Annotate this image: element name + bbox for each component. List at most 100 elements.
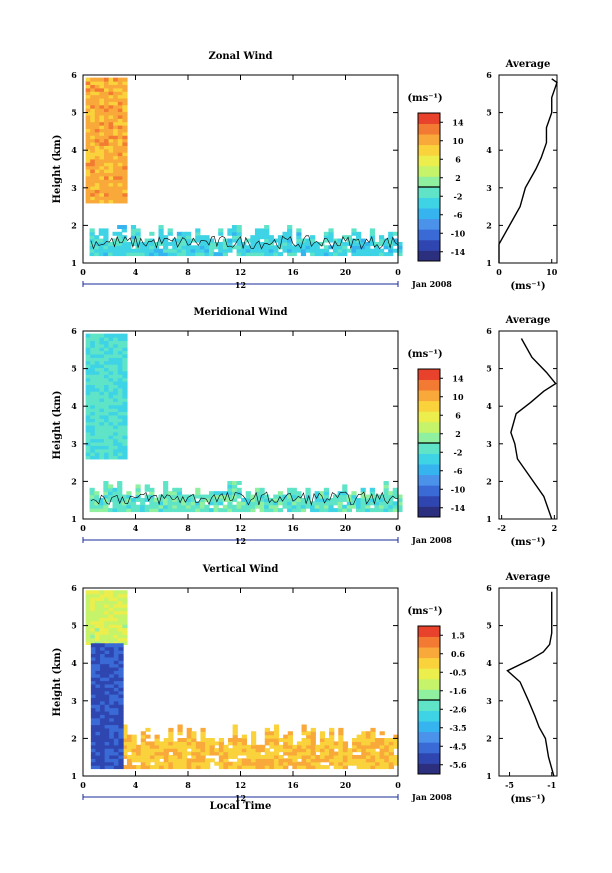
heatmap-cell xyxy=(121,228,127,233)
heatmap-cell xyxy=(118,683,124,688)
heatmap-cell xyxy=(113,721,120,726)
heatmap-cell xyxy=(181,501,187,506)
heatmap-cell xyxy=(351,248,357,253)
heatmap-cell xyxy=(117,252,123,257)
heatmap-cell xyxy=(333,241,339,246)
heatmap-cell xyxy=(90,677,97,682)
colorbar-tick-label: -5.6 xyxy=(449,760,467,770)
heatmap-cell xyxy=(140,504,146,509)
heatmap-cell xyxy=(118,673,124,678)
heatmap-cell xyxy=(89,501,95,506)
heatmap-cell xyxy=(209,738,215,743)
heatmap-cell xyxy=(118,731,124,736)
colorbar-tick-label: -6 xyxy=(454,466,463,476)
heatmap-cell xyxy=(337,508,343,513)
heatmap-cell xyxy=(99,637,105,642)
heatmap-cell xyxy=(337,252,343,257)
heatmap-cell xyxy=(94,337,101,341)
heatmap-cell xyxy=(94,364,101,369)
heatmap-cell xyxy=(122,401,128,406)
heatmap-cell xyxy=(300,238,307,243)
heatmap-cell xyxy=(283,751,289,756)
heatmap-cell xyxy=(333,754,339,759)
heatmap-cell xyxy=(117,455,123,460)
heatmap-cell xyxy=(108,384,114,389)
heatmap-cell xyxy=(113,650,120,655)
heatmap-cell xyxy=(90,185,96,190)
heatmap-cell xyxy=(228,741,234,746)
heatmap-cell xyxy=(94,238,100,243)
heatmap-cell xyxy=(154,765,160,770)
heatmap-cell xyxy=(191,734,197,739)
heatmap-cell xyxy=(375,754,381,759)
colorbar-swatch xyxy=(418,113,440,124)
heatmap-cell xyxy=(130,225,137,230)
heatmap-cell xyxy=(190,494,196,499)
heatmap-cell xyxy=(338,761,344,766)
heatmap-cell xyxy=(352,761,358,766)
heatmap-cell xyxy=(283,761,289,766)
heatmap-cell xyxy=(291,245,297,250)
heatmap-cell xyxy=(236,491,242,496)
average-title: Average xyxy=(505,315,551,326)
heatmap-cell xyxy=(200,751,206,756)
heatmap-cell xyxy=(113,603,119,608)
heatmap-cell xyxy=(351,252,357,257)
heatmap-cell xyxy=(397,248,403,253)
heatmap-cell xyxy=(113,91,119,96)
heatmap-cell xyxy=(90,634,96,639)
heatmap-cell xyxy=(107,487,114,492)
heatmap-cell xyxy=(287,228,293,233)
heatmap-cell xyxy=(291,504,297,509)
heatmap-cell xyxy=(90,600,96,605)
heatmap-cell xyxy=(378,494,385,499)
heatmap-cell xyxy=(352,738,358,743)
heatmap-cell xyxy=(99,131,105,136)
heatmap-cell xyxy=(99,101,105,106)
heatmap-cell xyxy=(347,758,353,763)
heatmap-cell xyxy=(319,241,325,246)
heatmap-cell xyxy=(104,634,110,639)
heatmap-cell xyxy=(333,238,339,243)
heatmap-cell xyxy=(305,487,311,492)
colorbar-swatch xyxy=(418,218,440,230)
heatmap-cell xyxy=(159,761,165,766)
heatmap-cell xyxy=(117,497,123,502)
heatmap-cell xyxy=(365,248,371,253)
heatmap-cell xyxy=(85,185,91,190)
heatmap-cell xyxy=(168,761,174,766)
heatmap-cell xyxy=(98,501,104,506)
heatmap-cell xyxy=(301,727,307,732)
heatmap-cell xyxy=(301,751,307,756)
heatmap-cell xyxy=(85,189,91,194)
heatmap-cell xyxy=(104,121,110,126)
heatmap-cell xyxy=(117,370,123,375)
average-x-tick-label: -2 xyxy=(497,523,506,533)
heatmap-cell xyxy=(333,248,339,253)
heatmap-cell xyxy=(388,238,394,243)
heatmap-cell xyxy=(122,387,128,392)
heatmap-cell xyxy=(85,353,91,358)
heatmap-cell xyxy=(104,666,110,671)
colorbar-swatch xyxy=(418,421,440,433)
average-y-tick-label: 1 xyxy=(486,514,492,524)
heatmap-cell xyxy=(296,765,303,770)
colorbar-tick-label: -2 xyxy=(454,191,463,201)
heatmap-cell xyxy=(90,404,96,409)
heatmap-cell xyxy=(181,231,187,236)
heatmap-cell xyxy=(319,741,326,746)
heatmap-cell xyxy=(392,504,398,509)
heatmap-cell xyxy=(342,248,348,253)
heatmap-cell xyxy=(338,758,344,763)
heatmap-cell xyxy=(246,744,252,749)
heatmap-cell xyxy=(109,731,115,736)
heatmap-cell xyxy=(328,238,334,243)
heatmap-cell xyxy=(109,700,115,705)
heatmap-cell xyxy=(94,624,101,629)
heatmap-cell xyxy=(277,252,284,257)
heatmap-cell xyxy=(259,228,265,233)
heatmap-cell xyxy=(117,414,123,419)
heatmap-cell xyxy=(108,165,114,170)
heatmap-cell xyxy=(90,374,96,379)
heatmap-cell xyxy=(328,231,334,236)
